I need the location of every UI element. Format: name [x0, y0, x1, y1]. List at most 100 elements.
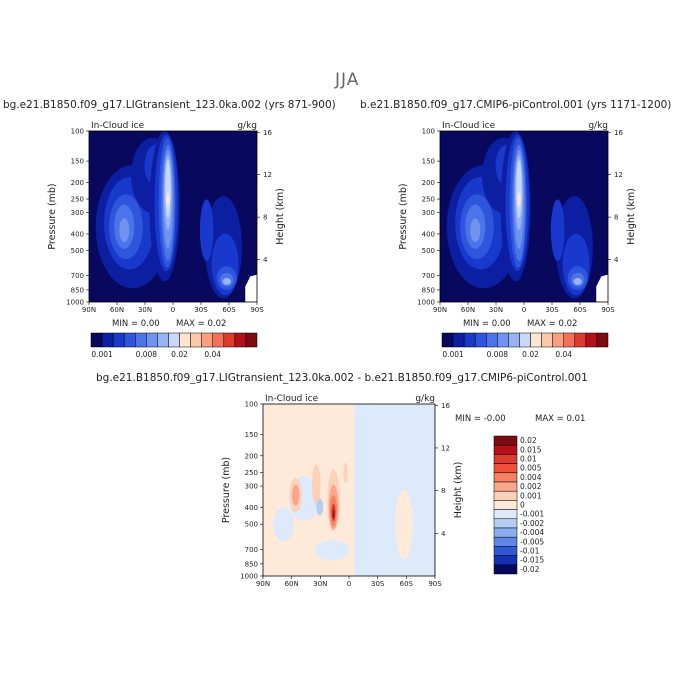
y-tick-label: 1000 — [240, 573, 258, 581]
max-label: MAX = 0.01 — [535, 414, 585, 424]
panel-3-title: bg.e21.B1850.f09_g17.LIGtransient_123.0k… — [96, 372, 588, 384]
y-tick-label: 200 — [71, 179, 84, 187]
topography-mask — [245, 274, 257, 302]
y-tick-label: 850 — [422, 286, 435, 294]
colorbar-box — [493, 555, 518, 566]
contour-region — [550, 199, 565, 261]
contour-region — [573, 278, 582, 285]
units-label: g/kg — [237, 121, 257, 131]
y2-axis-label: Height (km) — [275, 188, 286, 245]
contour-region — [517, 192, 521, 207]
y-tick-label: 300 — [71, 209, 84, 217]
y-tick-label: 850 — [245, 560, 258, 568]
colorbar-label: 0.001 — [91, 350, 113, 359]
y-tick-label: 200 — [245, 452, 258, 460]
panel-1-title: bg.e21.B1850.f09_g17.LIGtransient_123.0k… — [3, 99, 336, 111]
colorbar: 0.020.0150.010.0050.0040.0020.0010-0.001… — [493, 435, 544, 575]
colorbar-label: 0.02 — [522, 350, 539, 359]
x-tick-label: 30N — [138, 306, 152, 314]
y2-tick-label: 16 — [441, 402, 450, 410]
y2-tick-label: 16 — [263, 129, 272, 137]
contour-region — [222, 278, 231, 285]
colorbar-box — [493, 546, 518, 556]
colorbar-label: -0.02 — [520, 565, 540, 574]
colorbar-label: 0.04 — [204, 350, 221, 359]
variable-label: In-Cloud ice — [442, 121, 496, 131]
y-tick-label: 500 — [422, 247, 435, 255]
colorbar-label: -0.001 — [520, 510, 544, 519]
y-tick-label: 500 — [71, 247, 84, 255]
field-background-south — [354, 404, 435, 576]
variable-label: In-Cloud ice — [91, 121, 145, 131]
y-tick-label: 100 — [245, 401, 258, 409]
contour-region — [332, 509, 335, 519]
y2-tick-label: 8 — [263, 214, 267, 222]
y2-tick-label: 16 — [614, 129, 623, 137]
min-label: MIN = 0.00 — [463, 319, 511, 329]
y-tick-label: 850 — [71, 286, 84, 294]
colorbar-box — [493, 481, 518, 492]
y-tick-label: 150 — [71, 158, 84, 166]
contour-region — [312, 464, 321, 506]
y-tick-label: 700 — [245, 546, 258, 554]
colorbar-label: 0.04 — [555, 350, 572, 359]
colorbar: 0.001 0.008 0.02 0.04 — [441, 332, 609, 359]
x-tick-label: 30S — [194, 306, 208, 314]
colorbar-label: 0.001 — [442, 350, 464, 359]
colorbar-box — [493, 564, 518, 575]
contour-region — [291, 484, 300, 506]
colorbar-box — [493, 490, 518, 501]
colorbar-label: 0.02 — [171, 350, 188, 359]
x-tick-label: 90N — [433, 306, 447, 314]
y-tick-label: 150 — [422, 158, 435, 166]
field-contours — [263, 404, 435, 576]
y-axis-label: Pressure (mb) — [398, 183, 409, 249]
colorbar-box — [493, 454, 518, 464]
max-label: MAX = 0.02 — [176, 319, 226, 329]
colorbar-label: 0.008 — [487, 350, 509, 359]
y-tick-label: 100 — [71, 128, 84, 136]
colorbar-box — [493, 444, 518, 455]
x-tick-label: 0 — [171, 306, 175, 314]
topography-mask — [596, 274, 608, 302]
x-tick-label: 30N — [313, 580, 327, 588]
colorbar-label: -0.01 — [520, 547, 540, 556]
x-tick-label: 90N — [256, 580, 270, 588]
y-tick-label: 250 — [71, 196, 84, 204]
y-tick-label: 100 — [422, 128, 435, 136]
x-tick-label: 90S — [601, 306, 615, 314]
y-tick-label: 1000 — [417, 299, 435, 307]
colorbar-label: -0.005 — [520, 537, 544, 546]
y2-tick-label: 4 — [614, 256, 619, 264]
x-tick-label: 60S — [573, 306, 587, 314]
x-tick-label: 60N — [285, 580, 299, 588]
x-tick-label: 60N — [110, 306, 124, 314]
max-label: MAX = 0.02 — [527, 319, 577, 329]
colorbar-box — [493, 536, 518, 547]
colorbar-box — [493, 518, 518, 529]
y2-tick-label: 4 — [263, 256, 268, 264]
colorbar-label: 0.008 — [136, 350, 158, 359]
colorbar-label: 0.02 — [520, 436, 537, 445]
x-tick-label: 90S — [250, 306, 264, 314]
colorbar-box — [493, 463, 518, 474]
contour-region — [166, 192, 170, 207]
y2-tick-label: 4 — [441, 530, 446, 538]
y-tick-label: 700 — [71, 272, 84, 280]
x-tick-label: 90N — [82, 306, 96, 314]
colorbar-box — [493, 500, 518, 510]
contour-region — [273, 507, 294, 542]
colorbar-box — [493, 509, 518, 520]
colorbar-label: 0.002 — [520, 482, 542, 491]
x-tick-label: 60S — [222, 306, 236, 314]
y-tick-label: 150 — [245, 431, 258, 439]
colorbar-box — [493, 435, 518, 446]
y-tick-label: 400 — [422, 230, 435, 238]
y-tick-label: 400 — [71, 230, 84, 238]
y-tick-label: 300 — [245, 483, 258, 491]
y-axis-label: Pressure (mb) — [221, 457, 232, 523]
y-tick-label: 200 — [422, 179, 435, 187]
